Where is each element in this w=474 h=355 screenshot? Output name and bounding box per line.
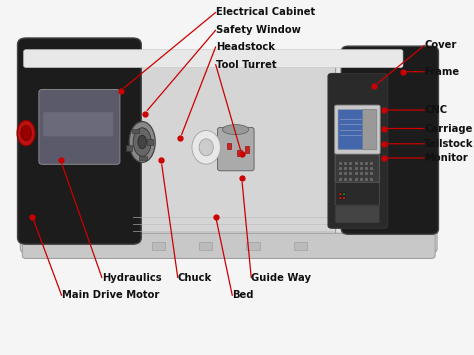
Text: Guide Way: Guide Way bbox=[251, 273, 311, 283]
Text: Carriage: Carriage bbox=[424, 124, 473, 133]
Bar bbox=[139, 156, 147, 160]
FancyBboxPatch shape bbox=[335, 105, 380, 154]
Bar bbox=[227, 143, 231, 149]
Ellipse shape bbox=[199, 139, 213, 156]
Ellipse shape bbox=[342, 197, 346, 200]
Ellipse shape bbox=[338, 197, 342, 200]
Bar bbox=[132, 129, 139, 133]
Text: Bed: Bed bbox=[232, 290, 254, 300]
Text: Cover: Cover bbox=[424, 40, 456, 50]
FancyBboxPatch shape bbox=[124, 61, 336, 241]
FancyBboxPatch shape bbox=[218, 127, 254, 171]
Ellipse shape bbox=[223, 125, 248, 135]
Ellipse shape bbox=[129, 121, 155, 162]
Ellipse shape bbox=[21, 126, 31, 141]
FancyBboxPatch shape bbox=[335, 182, 380, 205]
Ellipse shape bbox=[138, 135, 146, 149]
Ellipse shape bbox=[338, 193, 342, 195]
Text: Tool Turret: Tool Turret bbox=[216, 60, 276, 70]
Text: Monitor: Monitor bbox=[424, 153, 468, 163]
Text: Main Drive Motor: Main Drive Motor bbox=[62, 290, 159, 300]
Polygon shape bbox=[26, 44, 133, 238]
FancyBboxPatch shape bbox=[335, 154, 380, 182]
FancyBboxPatch shape bbox=[39, 89, 120, 164]
Bar bbox=[126, 145, 132, 151]
FancyBboxPatch shape bbox=[341, 46, 438, 234]
Text: Chuck: Chuck bbox=[178, 273, 212, 283]
Ellipse shape bbox=[342, 193, 346, 195]
Ellipse shape bbox=[133, 128, 151, 156]
FancyBboxPatch shape bbox=[24, 50, 403, 67]
Text: Hydraulics: Hydraulics bbox=[102, 273, 162, 283]
Text: Headstock: Headstock bbox=[216, 42, 274, 52]
Bar bbox=[237, 150, 242, 156]
Bar bbox=[147, 139, 153, 145]
FancyBboxPatch shape bbox=[363, 109, 377, 150]
Bar bbox=[199, 242, 212, 250]
Text: Safety Window: Safety Window bbox=[216, 25, 301, 35]
Bar bbox=[246, 242, 260, 250]
Text: Frame: Frame bbox=[424, 67, 459, 77]
FancyBboxPatch shape bbox=[18, 38, 141, 244]
FancyBboxPatch shape bbox=[338, 109, 364, 150]
Ellipse shape bbox=[192, 130, 220, 164]
Text: Tailstock: Tailstock bbox=[424, 139, 474, 149]
FancyBboxPatch shape bbox=[20, 56, 437, 253]
FancyBboxPatch shape bbox=[335, 206, 380, 223]
Text: Electrical Cabinet: Electrical Cabinet bbox=[216, 7, 315, 17]
Text: CNC: CNC bbox=[424, 105, 447, 115]
FancyBboxPatch shape bbox=[328, 73, 388, 228]
Ellipse shape bbox=[17, 120, 35, 146]
FancyBboxPatch shape bbox=[22, 233, 435, 258]
Bar bbox=[245, 146, 249, 153]
Bar bbox=[152, 242, 165, 250]
Bar bbox=[294, 242, 307, 250]
FancyBboxPatch shape bbox=[43, 112, 113, 136]
